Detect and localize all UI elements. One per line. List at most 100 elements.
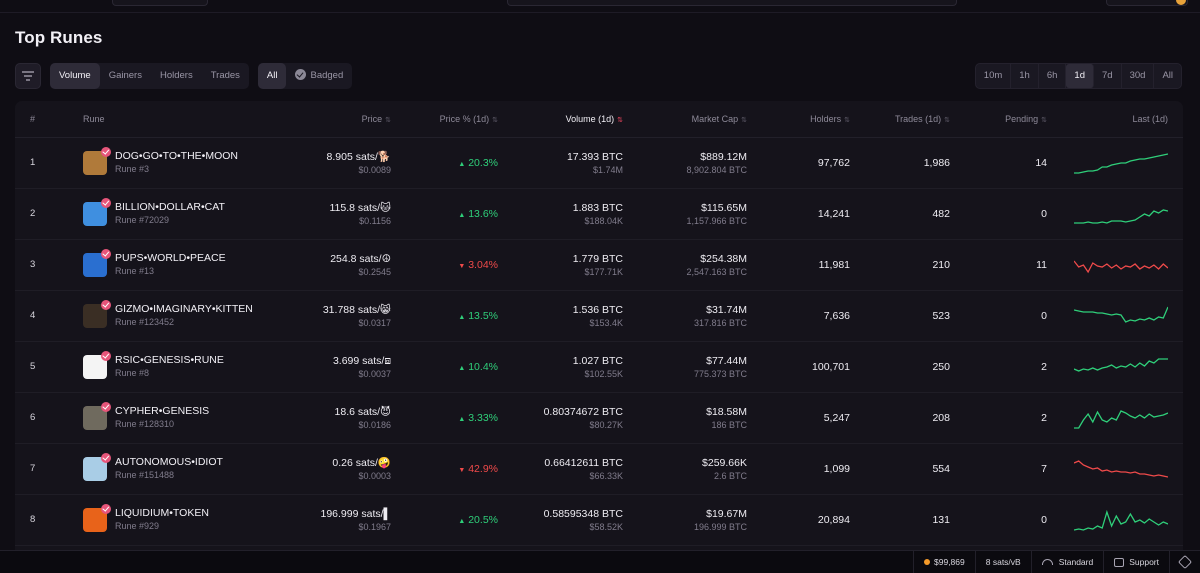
tab-holders[interactable]: Holders (159, 70, 193, 81)
table-row[interactable]: 5 RSIC•GENESIS•RUNE Rune #8 3.699 sats/⧈… (15, 341, 1183, 393)
col-price[interactable]: Price ⇅ (283, 101, 391, 138)
rune-cell[interactable]: BILLION•DOLLAR•CAT Rune #72029 (83, 188, 283, 240)
tab-all[interactable]: All (257, 63, 287, 89)
table-row[interactable]: 4 GIZMO•IMAGINARY•KITTEN Rune #123452 31… (15, 290, 1183, 342)
rune-name[interactable]: BILLION•DOLLAR•CAT (115, 201, 225, 213)
col-market-cap[interactable]: Market Cap ⇅ (623, 101, 747, 138)
mode-selector[interactable]: Standard (1030, 550, 1104, 573)
theme-toggle[interactable] (1169, 550, 1200, 573)
col-rune: Rune (83, 101, 283, 138)
market-cap-btc: 1,157.966 BTC (686, 215, 747, 226)
price-usd: $0.0186 (358, 419, 391, 430)
rune-cell[interactable]: LIQUIDIUM•TOKEN Rune #929 (83, 494, 283, 546)
rune-cell[interactable]: PUPS•WORLD•PEACE Rune #13 (83, 239, 283, 291)
range-1h[interactable]: 1h (1011, 64, 1039, 88)
support-link[interactable]: Support (1103, 550, 1169, 573)
range-6h[interactable]: 6h (1039, 64, 1067, 88)
col-pending[interactable]: Pending ⇅ (950, 101, 1047, 138)
table-row[interactable]: 1 DOG•GO•TO•THE•MOON Rune #3 8.905 sats/… (15, 137, 1183, 189)
volume-usd: $188.04K (584, 215, 623, 226)
sort-icon: ⇅ (741, 116, 747, 124)
table-row[interactable]: 7 AUTONOMOUS•IDIOT Rune #151488 0.26 sat… (15, 443, 1183, 495)
range-1d[interactable]: 1d (1066, 64, 1094, 88)
sparkline-chart (1074, 409, 1168, 429)
pending-cell: 0 (950, 290, 1047, 342)
rune-number: Rune #929 (115, 521, 160, 531)
row-index: 5 (15, 341, 83, 393)
rune-cell[interactable]: CYPHER•GENESIS Rune #128310 (83, 392, 283, 444)
search-bar[interactable] (507, 0, 957, 6)
col-trades[interactable]: Trades (1d) ⇅ (850, 101, 950, 138)
top-left-control[interactable] (112, 0, 208, 6)
table-row[interactable]: 8 LIQUIDIUM•TOKEN Rune #929 196.999 sats… (15, 494, 1183, 546)
price-sats: 31.788 sats/😸 (322, 303, 391, 316)
market-cap-cell: $31.74M 317.816 BTC (623, 290, 747, 342)
sparkline-cell (1047, 494, 1183, 546)
verified-badge-icon (101, 197, 111, 208)
trades-cell: 523 (850, 290, 950, 342)
rune-name[interactable]: AUTONOMOUS•IDIOT (115, 456, 223, 468)
price-change: 3.33% (468, 411, 498, 424)
table-row[interactable]: 2 BILLION•DOLLAR•CAT Rune #72029 115.8 s… (15, 188, 1183, 240)
price-cell: 8.905 sats/🐕 $0.0089 (283, 137, 391, 189)
col-price-pct-label: Price % (1d) (439, 113, 490, 124)
rune-name[interactable]: LIQUIDIUM•TOKEN (115, 507, 209, 519)
table-row[interactable]: 6 CYPHER•GENESIS Rune #128310 18.6 sats/… (15, 392, 1183, 444)
filter-icon (22, 71, 34, 81)
rune-name[interactable]: PUPS•WORLD•PEACE (115, 252, 226, 264)
filter-button[interactable] (15, 63, 41, 89)
rune-name[interactable]: RSIC•GENESIS•RUNE (115, 354, 224, 366)
price-cell: 31.788 sats/😸 $0.0317 (283, 290, 391, 342)
holders-cell: 100,701 (747, 341, 850, 393)
col-last: Last (1d) (1047, 101, 1183, 138)
market-cap-usd: $31.74M (706, 303, 747, 316)
col-price-label: Price (361, 113, 383, 124)
price-usd: $0.0089 (358, 164, 391, 175)
volume-usd: $102.55K (584, 368, 623, 379)
pending-cell: 11 (950, 239, 1047, 291)
rune-cell[interactable]: AUTONOMOUS•IDIOT Rune #151488 (83, 443, 283, 495)
arrow-up-icon: ▲ (458, 364, 466, 372)
volume-cell: 0.66412611 BTC $66.33K (498, 443, 623, 495)
col-volume[interactable]: Volume (1d) ⇅ (498, 101, 623, 138)
price-usd: $0.1967 (358, 521, 391, 532)
sparkline-cell (1047, 188, 1183, 240)
rune-name[interactable]: CYPHER•GENESIS (115, 405, 210, 417)
rune-cell[interactable]: DOG•GO•TO•THE•MOON Rune #3 (83, 137, 283, 189)
price-change-cell: ▲ 10.4% (391, 341, 498, 393)
price-sats: 3.699 sats/⧈ (332, 354, 391, 367)
col-price-pct[interactable]: Price % (1d) ⇅ (391, 101, 498, 138)
volume-usd: $58.52K (589, 521, 623, 532)
range-all[interactable]: All (1162, 70, 1173, 81)
rune-name[interactable]: GIZMO•IMAGINARY•KITTEN (115, 303, 253, 315)
tab-gainers[interactable]: Gainers (108, 70, 142, 81)
rune-cell[interactable]: RSIC•GENESIS•RUNE Rune #8 (83, 341, 283, 393)
volume-btc: 0.58595348 BTC (543, 507, 623, 520)
table-row[interactable]: 3 PUPS•WORLD•PEACE Rune #13 254.8 sats/☮… (15, 239, 1183, 291)
volume-usd: $1.74M (592, 164, 623, 175)
market-cap-btc: 2.6 BTC (713, 470, 747, 481)
range-10m[interactable]: 10m (976, 64, 1012, 88)
range-30d[interactable]: 30d (1122, 64, 1155, 88)
volume-usd: $153.4K (589, 317, 623, 328)
sparkline-chart (1074, 152, 1168, 174)
volume-cell: 1.027 BTC $102.55K (498, 341, 623, 393)
range-7d[interactable]: 7d (1094, 64, 1122, 88)
price-change-cell: ▲ 13.6% (391, 188, 498, 240)
sort-tabs: Volume Gainers Holders Trades (50, 63, 249, 89)
price-change: 13.5% (468, 309, 498, 322)
tab-trades[interactable]: Trades (210, 70, 240, 81)
sparkline-line (1074, 509, 1168, 531)
tab-badged[interactable]: Badged (286, 63, 352, 89)
col-holders[interactable]: Holders ⇅ (747, 101, 850, 138)
rune-name[interactable]: DOG•GO•TO•THE•MOON (115, 150, 239, 162)
wallet-button[interactable] (1106, 0, 1188, 6)
verified-badge-icon (101, 350, 111, 361)
tab-badged-label: Badged (310, 70, 344, 81)
mode-label: Standard (1058, 556, 1094, 567)
status-bar: $99,869 8 sats/vB Standard Support (0, 550, 1200, 573)
market-cap-usd: $115.65M (701, 201, 747, 214)
sort-icon: ⇅ (944, 116, 950, 124)
tab-volume[interactable]: Volume (50, 63, 100, 89)
rune-cell[interactable]: GIZMO•IMAGINARY•KITTEN Rune #123452 (83, 290, 283, 342)
